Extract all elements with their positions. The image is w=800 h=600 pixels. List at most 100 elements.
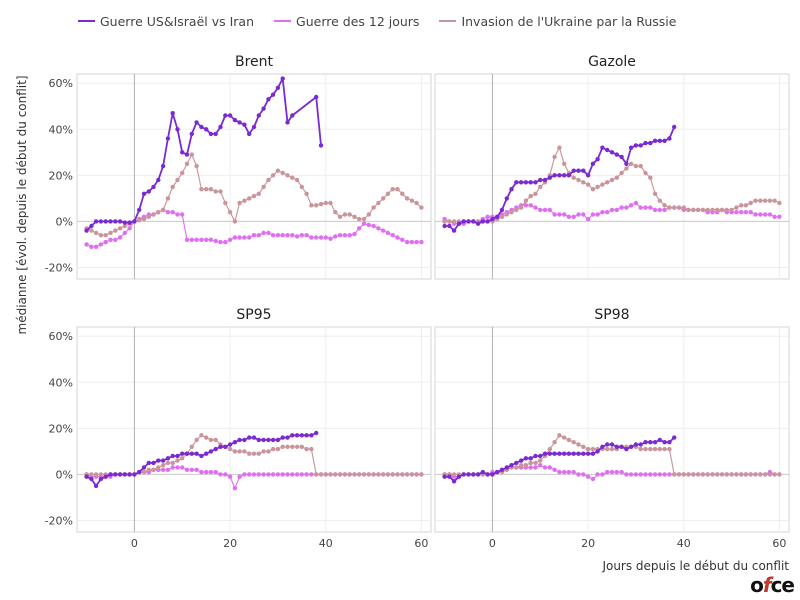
data-point (552, 173, 557, 178)
data-point (724, 472, 729, 477)
data-point (199, 124, 204, 130)
data-point (146, 467, 151, 472)
data-point (542, 465, 548, 470)
data-point (304, 472, 309, 477)
data-point (619, 170, 624, 176)
data-point (705, 207, 710, 213)
data-point (528, 193, 533, 199)
data-point (285, 120, 290, 125)
data-point (232, 219, 238, 224)
data-point (667, 205, 672, 210)
data-point (285, 444, 290, 449)
data-point (585, 173, 591, 178)
data-point (89, 244, 94, 249)
data-point (299, 444, 304, 449)
data-point (715, 472, 720, 477)
data-point (652, 207, 658, 213)
data-point (461, 472, 466, 477)
data-point (237, 449, 242, 454)
data-point (108, 219, 113, 224)
data-point (227, 446, 233, 452)
data-point (533, 180, 538, 185)
data-point (409, 239, 415, 245)
data-point (571, 175, 576, 180)
data-point (590, 451, 596, 456)
data-point (247, 435, 252, 440)
data-point (237, 200, 242, 206)
data-point (499, 214, 505, 219)
data-point (232, 449, 238, 454)
data-point (122, 230, 128, 236)
data-point (237, 437, 242, 443)
data-point (390, 233, 395, 238)
data-point (385, 472, 391, 477)
data-point (318, 235, 324, 240)
legend-item-12-jours[interactable]: Guerre des 12 jours (274, 14, 419, 29)
data-point (504, 196, 509, 201)
data-point (232, 235, 238, 240)
data-point (753, 212, 758, 217)
data-point (600, 472, 605, 477)
data-point (605, 469, 610, 475)
data-point (485, 219, 490, 224)
data-point (652, 191, 658, 196)
data-point (227, 474, 233, 479)
data-point (285, 233, 290, 238)
data-point (395, 235, 400, 240)
data-point (518, 205, 524, 210)
data-point (753, 198, 758, 203)
data-point (528, 180, 533, 185)
data-point (571, 469, 576, 475)
data-point (194, 467, 199, 472)
data-point (562, 451, 567, 456)
data-point (122, 220, 128, 225)
data-point (227, 113, 233, 118)
data-point (304, 233, 309, 238)
data-point (480, 219, 485, 224)
data-point (667, 472, 672, 477)
data-point (160, 467, 166, 472)
data-point (290, 113, 295, 118)
data-point (314, 235, 319, 240)
data-point (414, 239, 419, 245)
legend-item-ukraine[interactable]: Invasion de l'Ukraine par la Russie (439, 14, 676, 29)
data-point (328, 236, 333, 241)
data-point (261, 230, 266, 236)
data-point (657, 207, 662, 213)
data-point (184, 161, 190, 166)
data-point (180, 456, 185, 461)
data-point (357, 216, 362, 222)
data-point (170, 465, 175, 470)
data-point (342, 233, 348, 238)
legend-item-iran[interactable]: Guerre US&Israël vs Iran (78, 14, 254, 29)
panel-frame (434, 73, 790, 280)
data-point (93, 472, 99, 477)
data-point (767, 212, 773, 217)
data-point (643, 205, 648, 210)
data-point (333, 472, 338, 477)
data-point (523, 463, 529, 468)
data-point (514, 465, 519, 470)
data-point (304, 433, 309, 438)
data-point (156, 465, 161, 470)
data-point (614, 175, 619, 180)
data-point (175, 127, 180, 132)
data-point (743, 472, 749, 477)
data-point (223, 113, 228, 118)
data-point (419, 472, 424, 477)
data-point (777, 214, 782, 219)
data-point (614, 152, 619, 157)
data-point (533, 460, 538, 466)
data-point (371, 472, 376, 477)
data-point (533, 191, 538, 196)
data-point (108, 472, 113, 477)
data-point (89, 476, 94, 482)
data-point (242, 122, 247, 127)
panel-sp98: SP98 0 20 40 60 (434, 307, 790, 550)
data-point (199, 453, 204, 459)
data-point (585, 216, 591, 222)
data-point (729, 207, 734, 213)
data-point (189, 444, 194, 449)
data-point (395, 187, 400, 192)
data-point (557, 145, 562, 150)
